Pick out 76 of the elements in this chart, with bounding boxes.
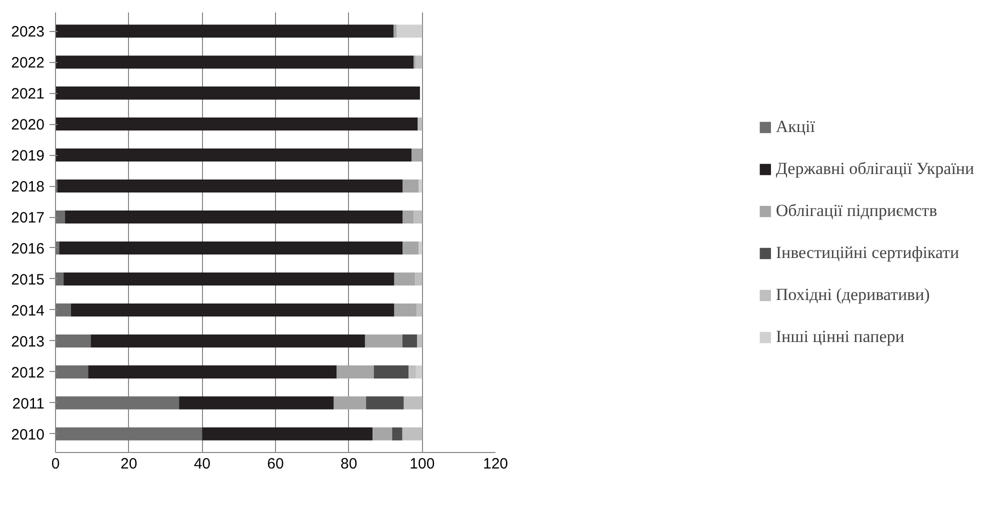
legend-label: Інвестиційні сертифікати (776, 243, 960, 263)
bar (404, 396, 422, 410)
legend-label: Похідні (деривативи) (776, 285, 930, 305)
bar (416, 56, 422, 69)
bar (179, 396, 334, 410)
bar (414, 210, 422, 224)
bar (402, 241, 418, 254)
y-tick-label: 2012 (11, 364, 45, 382)
y-tick-label: 2016 (11, 240, 45, 258)
bar (402, 427, 422, 440)
bar (56, 148, 412, 162)
y-tick-label: 2021 (11, 86, 45, 103)
bar (415, 272, 422, 286)
bar (59, 241, 403, 254)
bar (70, 303, 394, 316)
bar (56, 396, 180, 410)
bar (56, 56, 414, 69)
bar (202, 427, 373, 440)
x-tick-label: 80 (340, 456, 358, 472)
y-tick-label: 2017 (11, 210, 45, 227)
x-tick-label: 40 (194, 456, 211, 472)
y-tick-label: 2018 (11, 178, 45, 196)
bar (56, 365, 88, 378)
bar (56, 118, 418, 131)
bar (394, 303, 417, 316)
x-tick-label: 100 (410, 456, 435, 472)
bar (392, 427, 402, 440)
bar (417, 334, 422, 348)
legend-label: Облігації підприємств (776, 201, 938, 221)
bar (364, 334, 402, 348)
y-tick-label: 2023 (11, 24, 45, 41)
bar (336, 365, 374, 378)
y-tick-label: 2015 (11, 271, 45, 288)
bar (56, 86, 420, 100)
bar (418, 118, 422, 131)
x-tick-label: 20 (120, 456, 138, 472)
y-tick-label: 2022 (11, 54, 45, 72)
y-tick-label: 2013 (11, 333, 45, 350)
bar (56, 24, 394, 38)
x-tick-label: 60 (267, 456, 284, 472)
bar (88, 365, 337, 378)
bar (65, 210, 403, 224)
bar (416, 303, 422, 316)
legend-label: Державні облігації України (776, 159, 974, 179)
bar (57, 180, 403, 193)
bar (402, 210, 414, 224)
bar (396, 24, 422, 38)
y-tick-label: 2011 (12, 395, 45, 412)
bar (56, 427, 202, 440)
bar (56, 303, 71, 316)
bar (408, 365, 416, 378)
bar (90, 334, 365, 348)
y-tick-label: 2019 (11, 148, 45, 165)
bar (402, 334, 418, 348)
bar (372, 427, 392, 440)
bar (64, 272, 394, 286)
y-tick-label: 2010 (11, 426, 45, 444)
bar (394, 24, 396, 38)
bar (366, 396, 404, 410)
bar (56, 334, 91, 348)
bar (418, 241, 422, 254)
bar (56, 210, 66, 224)
y-tick-label: 2020 (11, 116, 45, 134)
bar (412, 148, 422, 162)
legend-label: Акції (776, 117, 815, 137)
bar (334, 396, 366, 410)
bar (418, 180, 422, 193)
legend-label: Інші цінні папери (776, 327, 904, 347)
bar (402, 180, 418, 193)
bar (416, 365, 422, 378)
bar (56, 272, 64, 286)
x-tick-label: 0 (51, 456, 60, 472)
bar (374, 365, 409, 378)
y-tick-label: 2014 (11, 302, 45, 320)
bar (394, 272, 416, 286)
x-tick-label: 120 (482, 456, 508, 472)
